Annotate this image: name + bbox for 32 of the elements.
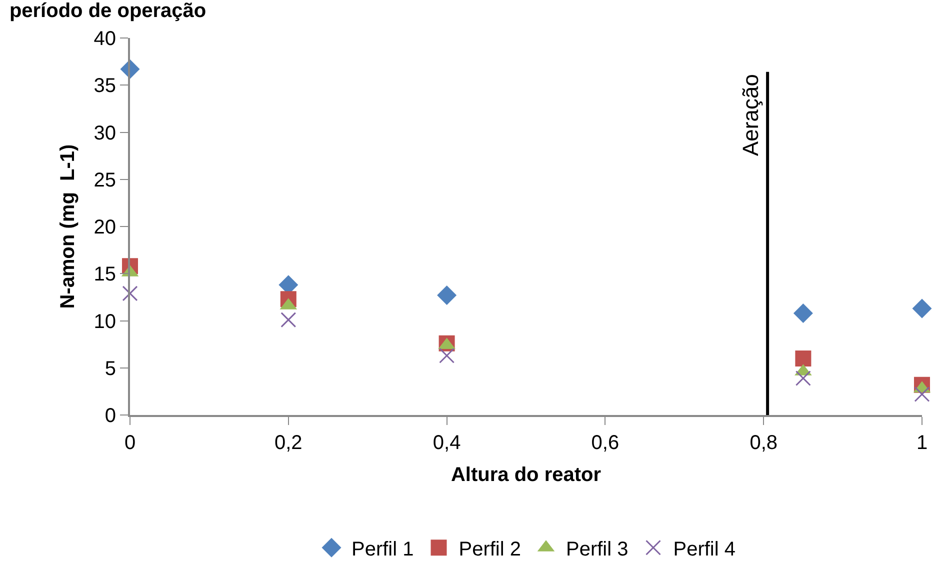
x-tick-label: 0,6 [591,432,620,454]
point [793,303,813,323]
y-tick-label: 15 [94,264,116,286]
y-tick-label: 20 [94,216,116,238]
x-tick-label: 0,8 [750,432,778,454]
ref-line-label: Aeração [738,74,764,156]
point [795,370,811,386]
x-tick-label: 0,2 [274,432,302,454]
y-tick-label: 35 [94,75,116,98]
x-tick-label: 1 [916,432,928,454]
point [122,286,138,302]
y-tick-label: 10 [94,310,116,333]
legend-label: Perfil 4 [673,538,736,560]
chart-title: período de operação [9,0,206,22]
y-tick-label: 25 [94,169,116,192]
point [439,348,455,364]
legend-label: Perfil 1 [352,538,414,560]
y-tick-label: 30 [94,122,116,144]
point [437,286,457,306]
point [795,350,812,366]
x-axis-title: Altura do reator [450,464,602,486]
y-tick-label: 5 [104,358,116,380]
x-tick-label: 0,4 [432,432,461,454]
point [914,386,930,402]
y-axis-title: N-amon (mg L-1) [56,144,79,309]
y-tick-label: 40 [94,28,116,50]
point [280,312,296,328]
x-tick-label: 0 [124,432,136,454]
legend-label: Perfil 3 [566,538,628,560]
point [912,298,932,318]
legend-label: Perfil 2 [458,538,521,560]
y-tick-label: 0 [104,405,116,427]
